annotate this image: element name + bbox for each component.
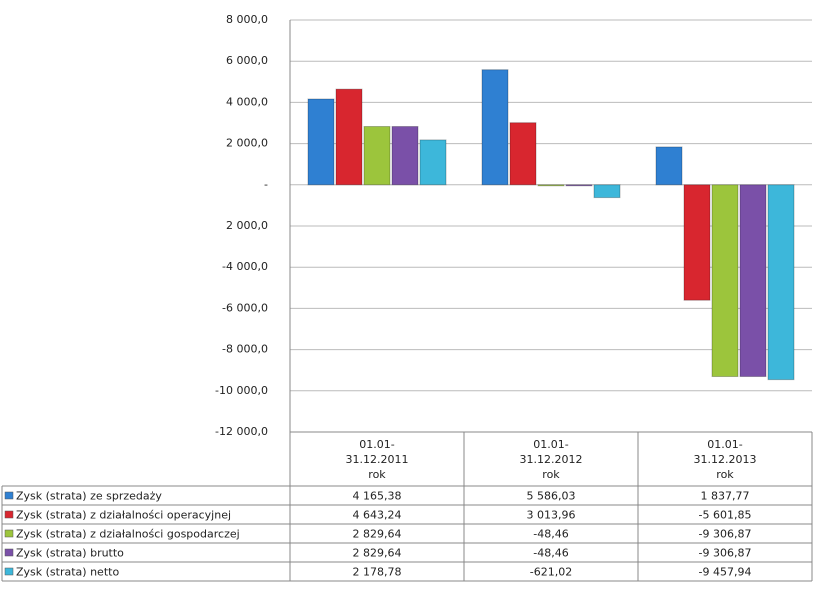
- x-tick-label: 31.12.2011: [346, 453, 409, 466]
- legend-label: Zysk (strata) z działalności operacyjnej: [16, 509, 231, 522]
- data-label: -5 601,85: [699, 509, 752, 522]
- data-label: 3 013,96: [527, 509, 576, 522]
- bar: [509, 122, 537, 186]
- y-tick-label: 6 000,0: [226, 54, 268, 67]
- data-label: -9 457,94: [699, 566, 752, 579]
- bar: [363, 126, 391, 186]
- legend-label: Zysk (strata) netto: [16, 566, 119, 579]
- bar: [711, 184, 739, 378]
- bar: [335, 88, 363, 186]
- bar: [593, 184, 621, 199]
- data-label: 4 643,24: [353, 509, 402, 522]
- legend-swatch: [4, 491, 14, 500]
- data-label: -48,46: [533, 528, 568, 541]
- x-tick-label: 31.12.2013: [694, 453, 757, 466]
- bar: [391, 126, 419, 186]
- data-label: 2 829,64: [353, 528, 402, 541]
- legend-swatch: [4, 510, 14, 519]
- y-tick-label: -6 000,0: [222, 301, 268, 314]
- data-label: -621,02: [530, 566, 572, 579]
- bar: [565, 184, 593, 187]
- bar: [419, 139, 447, 186]
- legend-label: Zysk (strata) ze sprzedaży: [16, 490, 162, 503]
- bar: [655, 146, 683, 186]
- y-tick-label: 2 000,0: [226, 137, 268, 150]
- data-label: 2 178,78: [353, 566, 402, 579]
- y-tick-label: 2 000,0: [226, 219, 268, 232]
- x-tick-label: 01.01-: [359, 438, 394, 451]
- legend-swatch: [4, 567, 14, 576]
- data-label: 1 837,77: [701, 490, 750, 503]
- y-tick-label: 8 000,0: [226, 13, 268, 26]
- bar: [307, 98, 335, 186]
- legend-label: Zysk (strata) z działalności gospodarcze…: [16, 528, 240, 541]
- bar: [683, 184, 711, 301]
- data-label: -48,46: [533, 547, 568, 560]
- bar: [739, 184, 767, 378]
- legend-swatch: [4, 529, 14, 538]
- y-tick-label: -: [264, 178, 268, 191]
- y-tick-label: -8 000,0: [222, 343, 268, 356]
- data-label: -9 306,87: [699, 528, 752, 541]
- x-tick-label: rok: [368, 468, 386, 481]
- data-label: 2 829,64: [353, 547, 402, 560]
- y-tick-label: -4 000,0: [222, 260, 268, 273]
- bar: [767, 184, 795, 381]
- x-tick-label: 01.01-: [533, 438, 568, 451]
- y-tick-label: -12 000,0: [215, 425, 268, 438]
- legend-swatch: [4, 548, 14, 557]
- x-tick-label: 01.01-: [707, 438, 742, 451]
- y-tick-label: -10 000,0: [215, 384, 268, 397]
- x-tick-label: rok: [542, 468, 560, 481]
- x-tick-label: 31.12.2012: [520, 453, 583, 466]
- data-label: -9 306,87: [699, 547, 752, 560]
- data-label: 5 586,03: [527, 490, 576, 503]
- bar: [537, 184, 565, 187]
- legend-label: Zysk (strata) brutto: [16, 547, 124, 560]
- x-tick-label: rok: [716, 468, 734, 481]
- data-label: 4 165,38: [353, 490, 402, 503]
- y-tick-label: 4 000,0: [226, 95, 268, 108]
- bar: [481, 69, 509, 186]
